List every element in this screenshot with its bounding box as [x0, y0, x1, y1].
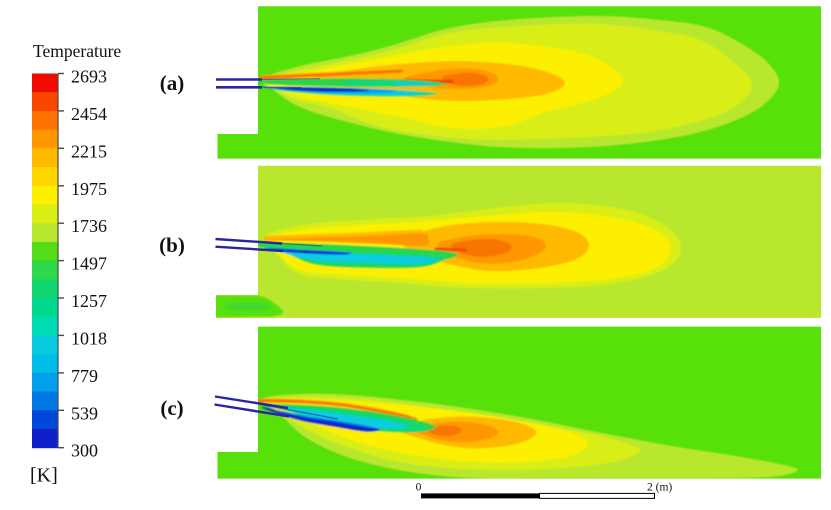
svg-text:1736: 1736 — [71, 216, 107, 236]
svg-text:1975: 1975 — [71, 179, 107, 199]
svg-text:1497: 1497 — [71, 254, 107, 274]
svg-text:Temperature: Temperature — [33, 41, 121, 61]
svg-text:539: 539 — [71, 403, 98, 423]
svg-text:1018: 1018 — [71, 328, 107, 348]
svg-text:2215: 2215 — [71, 141, 107, 161]
svg-text:2693: 2693 — [71, 67, 107, 87]
svg-text:1257: 1257 — [71, 291, 107, 311]
svg-text:779: 779 — [71, 366, 98, 386]
svg-text:2 (m): 2 (m) — [647, 482, 672, 494]
svg-text:(c): (c) — [160, 396, 183, 420]
svg-text:(b): (b) — [159, 233, 185, 257]
svg-text:[K]: [K] — [30, 465, 58, 487]
svg-text:2454: 2454 — [71, 104, 107, 124]
svg-text:(a): (a) — [160, 71, 185, 95]
svg-text:0: 0 — [416, 482, 422, 494]
svg-text:300: 300 — [71, 441, 98, 461]
